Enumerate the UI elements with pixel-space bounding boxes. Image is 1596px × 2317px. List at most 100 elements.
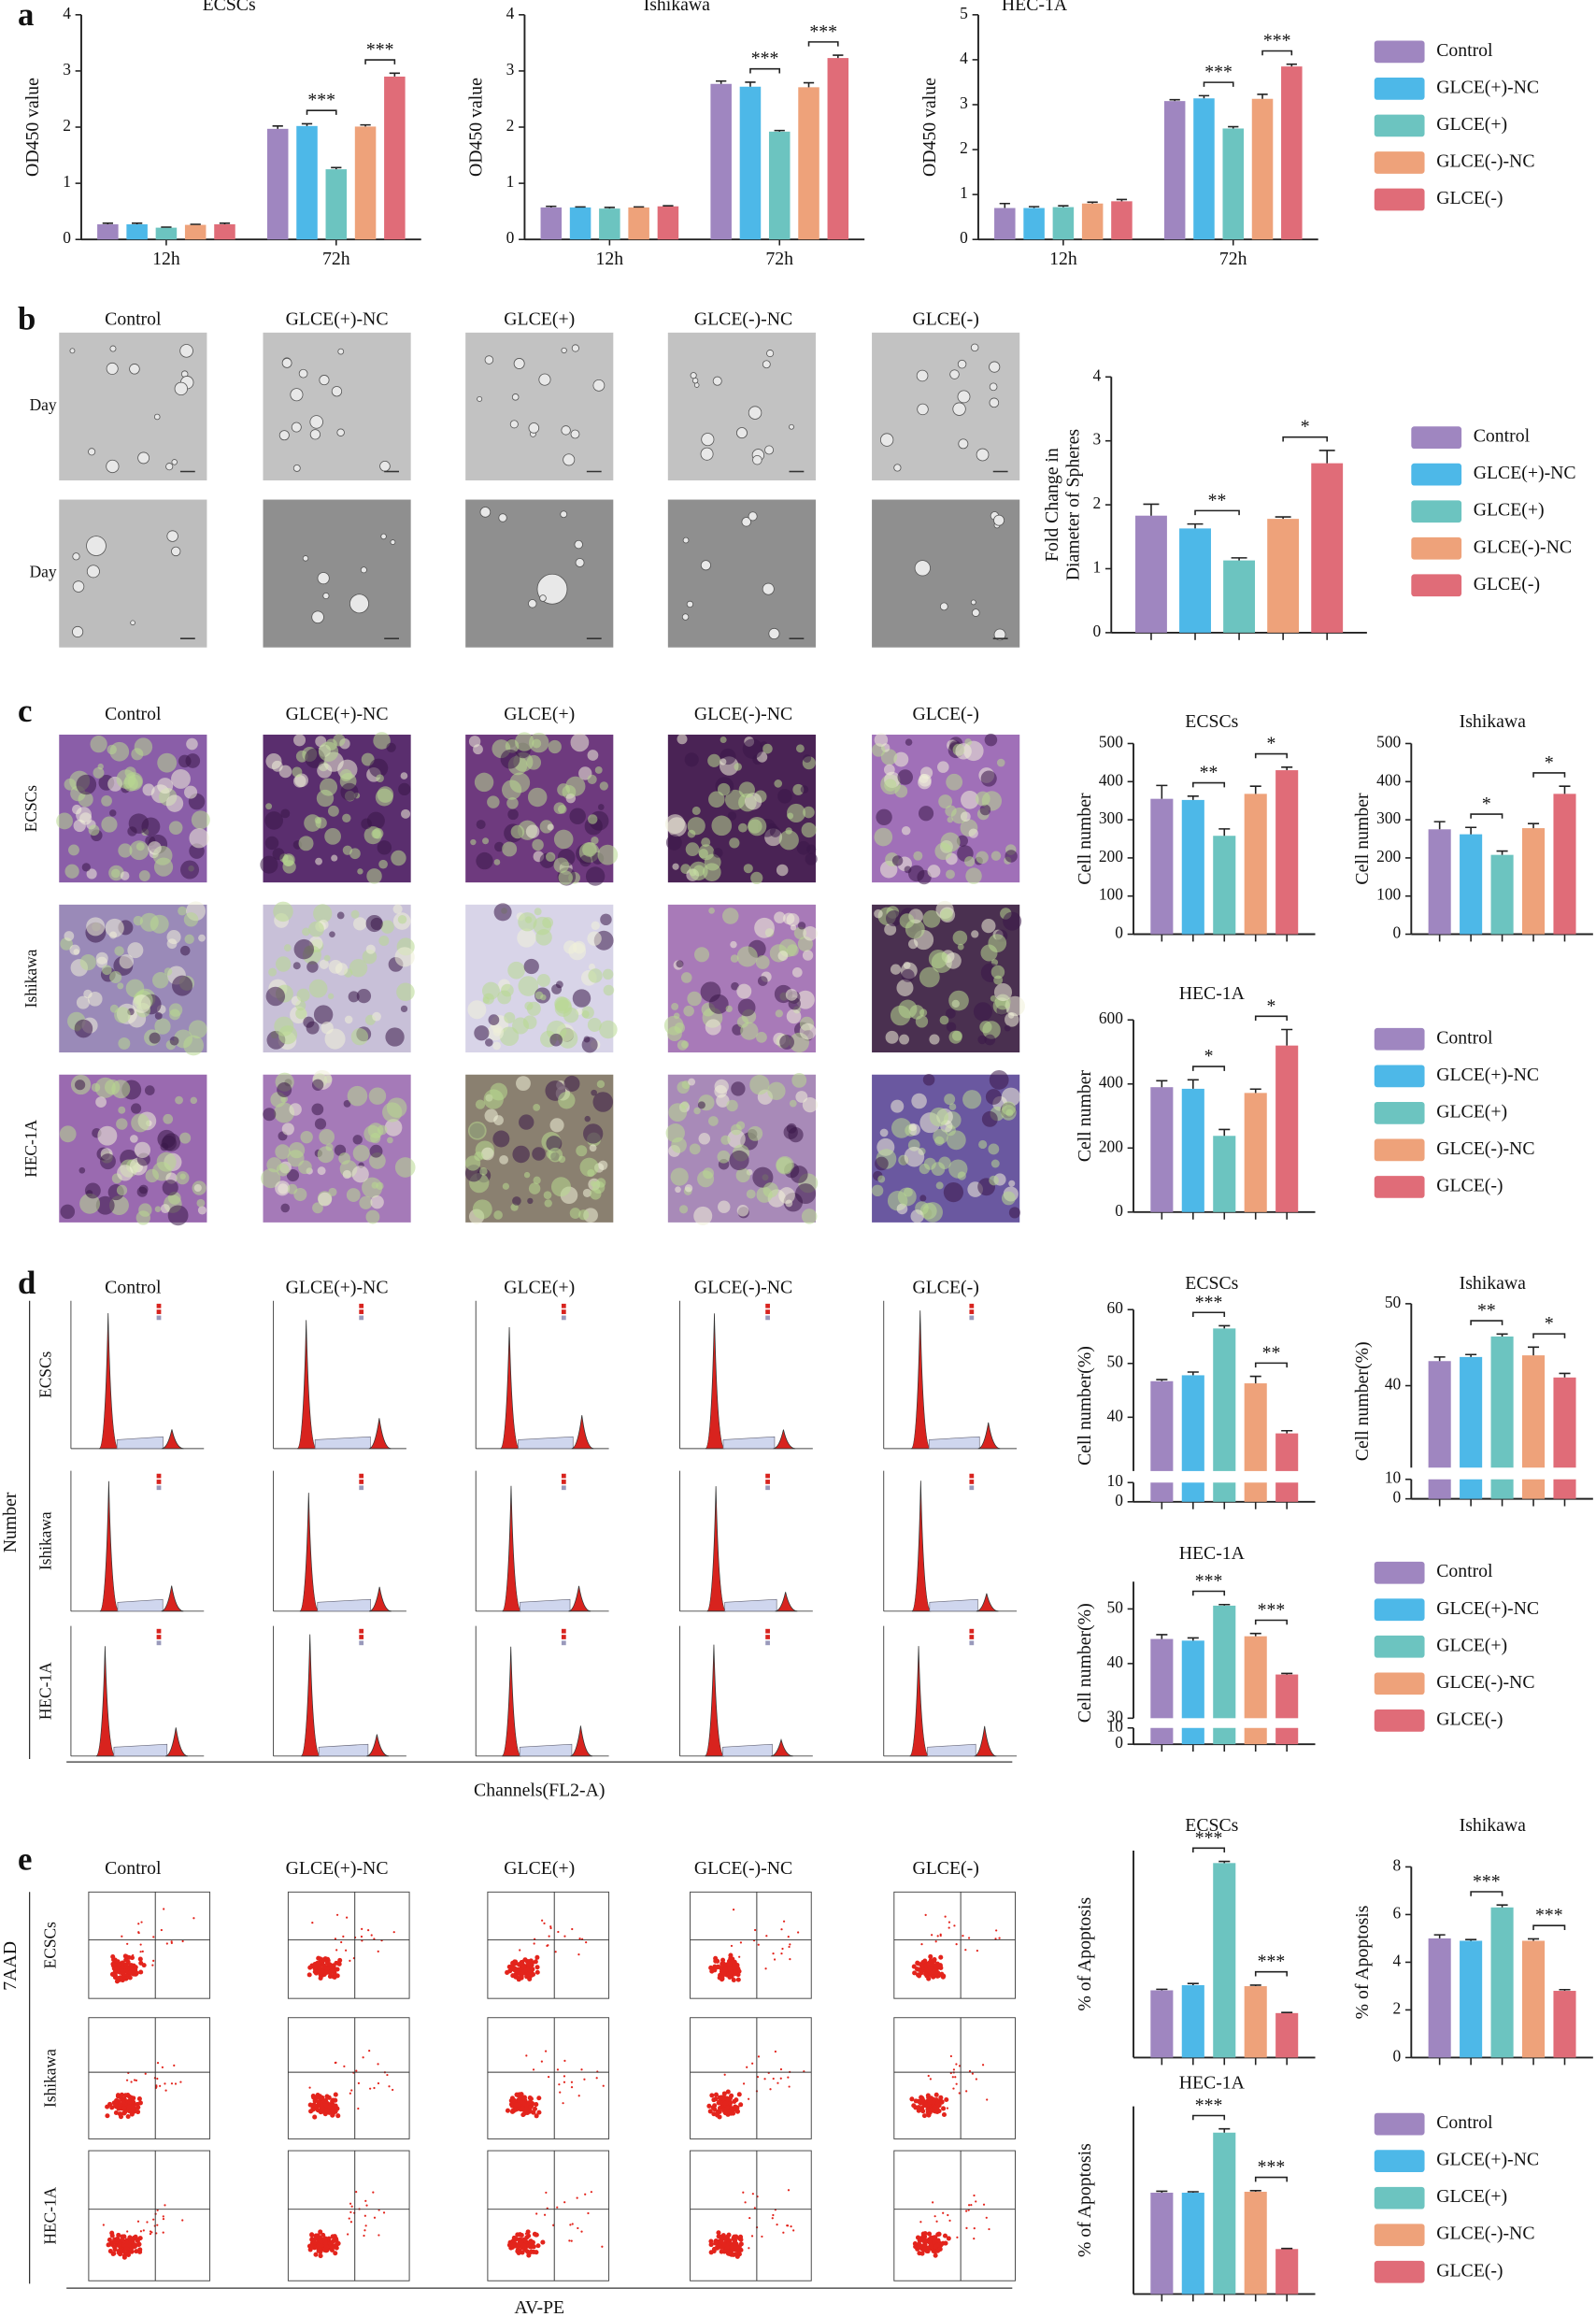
axis-title: Channels(FL2-A) [474, 1780, 605, 1800]
stain-spot [587, 931, 601, 945]
event-dot [922, 1959, 927, 1964]
event-dot [164, 2204, 165, 2206]
y-axis-title: Cell number [1075, 1070, 1095, 1163]
event-dot [935, 2249, 940, 2253]
hist-legend-key [562, 1635, 566, 1639]
stain-spot [898, 1187, 917, 1206]
event-dot [571, 2240, 573, 2242]
stain-spot [86, 917, 105, 936]
event-dot [345, 1950, 347, 1952]
stain-spot [944, 1182, 963, 1202]
event-dot [603, 2085, 605, 2087]
error-bar [161, 227, 171, 228]
error-bar [1250, 2191, 1261, 2192]
event-dot [534, 1942, 535, 1944]
legend-label: Control [1436, 1027, 1493, 1048]
panel-label: d [18, 1265, 36, 1301]
event-dot [769, 2088, 771, 2090]
stain-spot [671, 1167, 689, 1185]
stain-spot [371, 1181, 378, 1188]
stain-spot [75, 1080, 85, 1090]
event-dot [126, 1960, 131, 1965]
stain-spot [603, 969, 613, 980]
g1-peak [100, 1481, 120, 1611]
stain-spot [488, 1024, 504, 1040]
event-dot [523, 1968, 528, 1973]
stain-spot [340, 769, 352, 781]
stain-spot [573, 941, 586, 954]
stain-spot [318, 1166, 326, 1175]
hist-legend-key [157, 1480, 162, 1484]
significance-bracket [1195, 510, 1239, 515]
event-dot [137, 2096, 142, 2101]
event-dot [365, 2204, 367, 2206]
hist-legend-key [359, 1635, 363, 1639]
y-tick-label: 4 [506, 5, 515, 22]
stain-spot [729, 837, 739, 848]
stain-spot [902, 969, 915, 982]
stain-spot [145, 1085, 155, 1095]
stain-spot [920, 766, 933, 779]
column-header: GLCE(+) [504, 704, 575, 724]
sphere [692, 378, 698, 383]
legend-swatch [1411, 464, 1461, 486]
event-dot [931, 1975, 935, 1980]
stain-spot [371, 829, 380, 838]
error-bar [1559, 1990, 1570, 1991]
stain-spot [148, 841, 162, 855]
stain-spot [166, 794, 183, 811]
stain-spot [180, 861, 199, 880]
stain-spot [548, 823, 554, 830]
event-dot [973, 2238, 975, 2239]
event-dot [319, 1976, 323, 1981]
stain-spot [984, 1035, 995, 1046]
event-dot [780, 2078, 782, 2080]
stain-spot [713, 848, 723, 858]
stain-spot [299, 836, 314, 851]
event-dot [119, 2095, 123, 2100]
stain-spot [570, 1208, 581, 1219]
event-dot [773, 2078, 775, 2080]
significance-bracket [1283, 437, 1327, 442]
sphere [880, 434, 893, 447]
event-dot [137, 1923, 139, 1924]
legend-swatch [1375, 1139, 1425, 1162]
g1-peak [300, 1493, 320, 1611]
stain-spot [677, 1081, 689, 1094]
stain-spot [475, 773, 493, 792]
bar [1213, 1863, 1235, 2057]
legend-swatch [1375, 1028, 1425, 1051]
event-dot [748, 2098, 749, 2100]
sphere [299, 369, 307, 378]
bar [326, 169, 348, 239]
stain-spot [353, 1145, 370, 1162]
stain-spot [150, 915, 169, 934]
column-header: Control [105, 1278, 162, 1298]
stain-spot [129, 840, 149, 860]
y-tick-label: 2 [960, 139, 968, 157]
significance-label: *** [1195, 1827, 1223, 1848]
stain-spot [948, 1031, 962, 1044]
stain-spot [551, 1177, 571, 1196]
stain-spot [900, 913, 915, 928]
event-dot [706, 2104, 711, 2109]
stain-spot [481, 1148, 494, 1161]
stain-spot [100, 1153, 116, 1169]
sphere [514, 358, 524, 368]
stain-spot [929, 1034, 939, 1044]
stain-spot [527, 1198, 533, 1204]
sphere [990, 398, 999, 408]
bar [1150, 1381, 1173, 1471]
event-dot [124, 2251, 129, 2255]
stain-spot [337, 912, 345, 920]
event-dot [342, 1936, 344, 1938]
event-dot [563, 2075, 565, 2077]
column-header: GLCE(-)-NC [694, 1278, 792, 1298]
event-dot [534, 1955, 539, 1960]
scatter-frame [288, 2151, 409, 2281]
y-tick-label: 3 [506, 61, 515, 79]
event-dot [335, 2113, 340, 2118]
bar [1245, 1637, 1267, 1719]
g2-peak [572, 1415, 594, 1449]
column-header: GLCE(+) [504, 1278, 575, 1298]
